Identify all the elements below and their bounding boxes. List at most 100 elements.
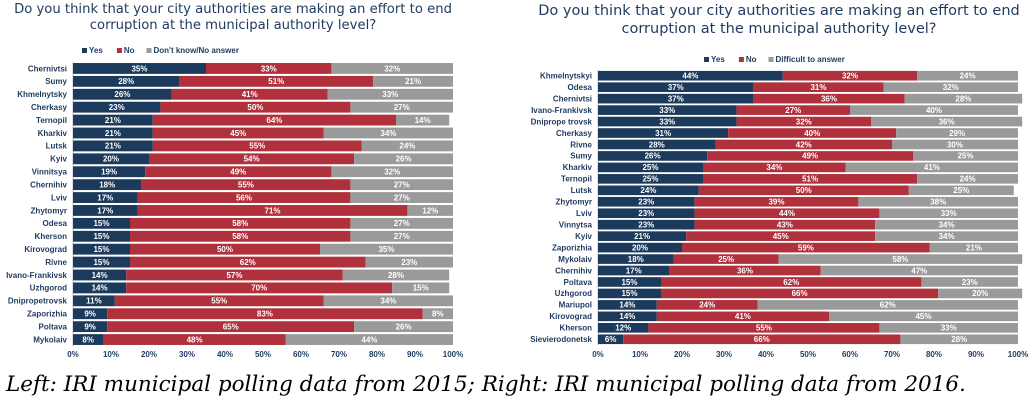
data-label-other: 25% [957,152,973,161]
bar-yes [598,288,661,299]
bar-no [707,151,913,161]
data-label-other: 14% [415,116,431,125]
data-label-no: 50% [217,245,233,254]
data-label-no: 70% [251,284,267,293]
chart-2016: Do you think that your city authorities … [524,0,1034,360]
data-label-other: 33% [382,90,398,99]
bar-other [331,166,453,178]
bar-other [331,63,453,74]
data-label-other: 34% [380,297,396,306]
data-label-other: 27% [394,103,410,112]
data-label-other: 62% [880,301,896,310]
bar-no [130,217,351,229]
data-label-no: 51% [802,175,818,184]
figure-caption: Left: IRI municipal polling data from 20… [6,372,966,397]
data-label-yes: 6% [605,335,617,344]
bar-no [152,140,362,152]
x-tick-label: 80% [369,350,385,359]
bar-other [908,185,1014,196]
data-label-no: 54% [244,155,260,164]
x-tick-label: 10% [103,350,119,359]
bar-no [160,101,351,113]
x-tick-label: 60% [842,350,858,359]
data-label-other: 27% [394,232,410,241]
bar-yes [73,75,180,87]
bar-yes [598,82,754,92]
data-label-yes: 12% [615,324,631,333]
bar-yes [598,162,703,173]
category-label: Chernihiv [30,180,67,189]
chart-title-line-2: corruption at the municipal authority le… [621,21,937,37]
bar-other [917,70,1018,81]
category-label: Rivne [45,258,67,267]
data-label-other: 35% [378,245,394,254]
data-label-other: 32% [384,64,400,73]
data-label-other: 33% [941,324,957,333]
bar-yes [598,105,737,115]
data-label-no: 48% [187,335,203,344]
bar-no [715,139,892,150]
data-label-other: 23% [401,258,417,267]
category-label: Zaporizhia [27,310,68,319]
bar-no [686,231,876,241]
data-label-yes: 28% [649,140,665,149]
bar-other [396,114,450,126]
category-label: Chernivtsi [553,94,592,103]
x-tick-label: 20% [141,350,157,359]
data-label-yes: 15% [93,232,109,241]
bar-other [938,288,1023,299]
bar-other [900,334,1018,345]
bar-yes [73,230,130,242]
bar-no [149,153,355,165]
data-label-no: 32% [842,72,858,81]
data-label-other: 47% [911,266,927,275]
category-label: Kharkiv [38,129,68,138]
data-label-no: 65% [223,322,239,331]
category-label: Mariupol [559,301,592,310]
data-label-yes: 14% [619,312,635,321]
bar-no [107,321,355,333]
bar-no [152,114,396,126]
bar-no [126,282,393,294]
category-label: Odesa [43,219,68,228]
bar-other [407,205,453,216]
bar-no [782,70,918,81]
data-label-other: 33% [941,209,957,218]
data-label-yes: 9% [84,322,96,331]
category-label: Lviv [576,209,593,218]
data-label-no: 59% [798,243,814,252]
legend: Yes No Difficult to answer [704,55,845,64]
data-label-no: 27% [785,106,801,115]
bar-other [913,151,1018,161]
data-label-no: 55% [211,297,227,306]
bar-yes [598,242,682,253]
data-label-yes: 19% [101,168,117,177]
category-label: Kyiv [50,155,67,164]
data-label-no: 49% [802,152,818,161]
bars: 44% 32% 24%37% 31% 32%37% 36% 28%33% 27% 40%33% 3… [598,70,1023,345]
x-tick-label: 60% [293,350,309,359]
data-label-other: 34% [939,220,955,229]
data-label-no: 45% [773,232,789,241]
bar-other [896,128,1018,138]
bar-yes [598,334,624,345]
category-label: Cherkasy [556,129,593,138]
category-label: Zhytomyr [556,198,592,207]
data-label-no: 43% [777,220,793,229]
category-label: Lutsk [46,142,68,151]
data-label-other: 30% [947,140,963,149]
data-label-other: 24% [960,175,976,184]
bar-other [875,219,1018,230]
data-label-other: 29% [949,129,965,138]
bar-yes [73,217,130,229]
bar-other [320,243,453,255]
bar-yes [598,323,649,333]
data-label-other: 21% [966,243,982,252]
data-label-yes: 15% [93,258,109,267]
legend-swatch-yes [82,48,87,53]
bar-yes [73,334,104,345]
chart-title: Do you think that your city authorities … [0,2,466,34]
data-label-other: 58% [892,255,908,264]
bar-no [130,230,351,242]
